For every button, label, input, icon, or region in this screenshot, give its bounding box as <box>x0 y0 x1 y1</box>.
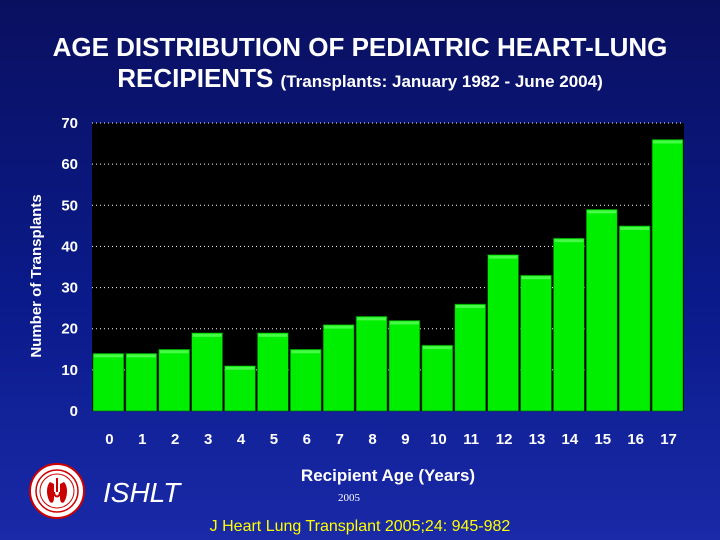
bar-highlight <box>126 354 156 358</box>
bar-highlight <box>324 325 354 329</box>
plot-area <box>92 123 684 411</box>
bar-highlight <box>488 255 518 259</box>
y-tick-label: 30 <box>61 280 78 297</box>
x-tick-label: 13 <box>529 431 546 448</box>
y-tick-label: 10 <box>61 362 78 379</box>
bar <box>125 353 158 412</box>
x-tick-label: 14 <box>562 431 579 448</box>
x-tick-label: 8 <box>368 431 376 448</box>
bar <box>553 237 585 412</box>
bar <box>257 332 289 412</box>
bar-highlight <box>258 333 288 337</box>
bar <box>92 353 125 412</box>
bar-highlight <box>291 350 321 354</box>
bar-highlight <box>422 346 452 350</box>
x-tick-label: 7 <box>335 431 343 448</box>
bar-highlight <box>390 321 419 325</box>
bar <box>290 348 322 412</box>
x-tick-label: 3 <box>204 431 212 448</box>
y-tick-label: 0 <box>70 403 78 420</box>
x-tick-label: 9 <box>401 431 409 448</box>
x-tick-label: 0 <box>105 431 113 448</box>
bar <box>651 139 684 412</box>
bar <box>388 320 421 412</box>
y-tick-label: 60 <box>61 156 78 173</box>
y-axis-title: Number of Transplants <box>28 194 45 357</box>
year-label: 2005 <box>338 492 360 504</box>
bar <box>487 254 519 412</box>
bar <box>421 344 454 412</box>
bar <box>322 324 355 412</box>
x-tick-label: 2 <box>171 431 179 448</box>
x-tick-label: 15 <box>594 431 611 448</box>
x-tick-label: 1 <box>138 431 146 448</box>
bar <box>191 332 223 412</box>
y-tick-label: 50 <box>61 197 78 214</box>
bar-highlight <box>159 350 189 354</box>
bar <box>618 225 651 412</box>
chart-title: AGE DISTRIBUTION OF PEDIATRIC HEART-LUNG… <box>0 32 720 97</box>
bar <box>586 209 618 412</box>
bar-highlight <box>455 305 485 309</box>
bar-highlight <box>554 239 584 243</box>
x-tick-label: 5 <box>270 431 278 448</box>
bar <box>454 303 486 412</box>
y-tick-label: 40 <box>61 238 78 255</box>
bar-highlight <box>587 210 617 214</box>
title-subtitle: (Transplants: January 1982 - June 2004) <box>280 72 603 91</box>
bar <box>355 316 388 412</box>
x-tick-label: 17 <box>660 431 677 448</box>
title-main: RECIPIENTS <box>117 63 274 93</box>
bar <box>520 274 552 412</box>
bar-highlight <box>192 333 222 337</box>
org-name: ISHLT <box>103 477 181 508</box>
citation: J Heart Lung Transplant 2005;24: 945-982 <box>209 518 511 535</box>
bar-highlight <box>653 140 682 144</box>
y-tick-label: 20 <box>61 321 78 338</box>
bar-highlight <box>357 317 386 321</box>
x-tick-label: 6 <box>303 431 311 448</box>
ishlt-seal-icon <box>29 463 85 519</box>
bar <box>158 348 190 412</box>
x-tick-label: 4 <box>237 431 246 448</box>
title-line-2: RECIPIENTS (Transplants: January 1982 - … <box>0 63 720 97</box>
y-tick-label: 70 <box>61 115 78 132</box>
x-tick-label: 11 <box>463 431 479 448</box>
x-tick-label: 10 <box>430 431 447 448</box>
title-line-1: AGE DISTRIBUTION OF PEDIATRIC HEART-LUNG <box>52 32 668 62</box>
x-tick-label: 12 <box>496 431 513 448</box>
x-axis-title: Recipient Age (Years) <box>301 466 475 485</box>
bar-highlight <box>620 226 650 230</box>
x-tick-label: 16 <box>627 431 644 448</box>
bar-highlight <box>94 354 123 358</box>
bar <box>224 365 256 412</box>
bar-highlight <box>521 276 551 280</box>
bar-highlight <box>225 366 255 370</box>
